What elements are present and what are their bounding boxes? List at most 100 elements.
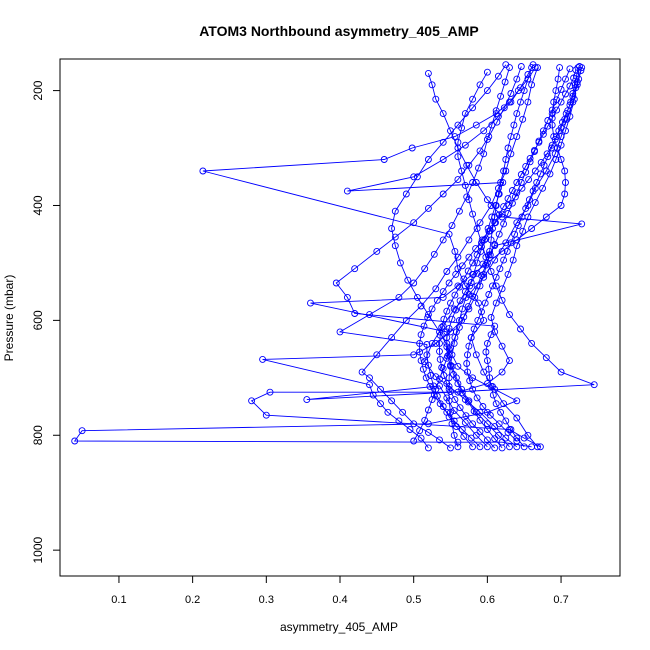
data-point (410, 173, 418, 181)
data-point (500, 220, 508, 228)
series-line (466, 70, 582, 442)
data-point (454, 253, 462, 261)
data-point (526, 158, 534, 166)
data-point (482, 348, 490, 356)
data-point (575, 75, 583, 83)
data-point (399, 408, 407, 416)
data-point (199, 167, 207, 175)
data-point (569, 92, 577, 100)
data-point (517, 98, 524, 106)
data-point (576, 63, 583, 70)
data-point (424, 156, 432, 163)
data-point (559, 118, 566, 126)
data-point (480, 127, 488, 135)
data-point (464, 398, 472, 406)
data-point (448, 222, 456, 230)
data-point (489, 391, 497, 399)
data-point (416, 339, 424, 347)
data-point (259, 355, 267, 363)
data-point (248, 397, 256, 405)
data-point (571, 81, 579, 89)
data-point (486, 411, 494, 419)
data-point (410, 279, 418, 287)
data-point (467, 279, 475, 286)
data-point (518, 213, 526, 221)
y-tick-label: 400 (31, 195, 45, 215)
data-point (491, 241, 499, 248)
data-point (508, 199, 516, 207)
data-point (469, 104, 477, 112)
data-point (436, 347, 443, 355)
data-point (410, 351, 418, 359)
data-point (542, 354, 550, 362)
x-tick-label: 0.5 (406, 594, 421, 606)
data-point (369, 391, 377, 399)
data-point (495, 211, 503, 219)
data-point (528, 225, 536, 232)
data-point (528, 81, 536, 89)
data-point (483, 443, 491, 451)
data-point (500, 203, 508, 211)
data-point (460, 275, 468, 283)
data-point (439, 138, 447, 146)
data-point (443, 408, 451, 416)
data-point (578, 220, 586, 228)
data-point (432, 373, 440, 381)
data-point (491, 444, 499, 452)
data-point (458, 305, 466, 313)
y-tick-label: 600 (31, 310, 45, 330)
data-point (478, 308, 485, 316)
data-point (451, 334, 459, 342)
data-point (443, 343, 451, 351)
data-point (485, 133, 493, 141)
data-point (424, 204, 432, 212)
data-point (495, 190, 503, 198)
data-point (487, 382, 495, 390)
data-point (487, 202, 495, 209)
data-point (455, 323, 463, 331)
x-tick-label: 0.6 (480, 594, 495, 606)
data-point (452, 306, 460, 314)
data-point (454, 176, 462, 184)
data-point (533, 179, 541, 186)
data-point (395, 293, 403, 301)
data-point (469, 179, 477, 186)
data-point (443, 334, 451, 342)
data-point (458, 124, 466, 132)
data-point (504, 144, 512, 152)
data-point (472, 351, 480, 359)
data-point (458, 389, 466, 397)
data-point (519, 227, 527, 235)
data-point (424, 428, 432, 436)
data-point (439, 110, 447, 118)
data-point (464, 351, 471, 359)
data-point (461, 181, 469, 189)
data-point (483, 436, 491, 444)
data-point (384, 408, 392, 416)
data-point (451, 133, 459, 141)
data-point (486, 251, 494, 259)
data-point (476, 147, 484, 155)
data-point (543, 150, 551, 158)
series-line (361, 67, 538, 449)
data-point (506, 64, 513, 72)
data-point (497, 92, 505, 100)
data-point (487, 268, 495, 275)
x-tick-label: 0.1 (111, 594, 126, 606)
data-point (469, 420, 477, 428)
y-tick-label: 800 (31, 425, 45, 445)
data-point (492, 400, 500, 408)
data-point (469, 292, 477, 300)
data-point (517, 63, 525, 70)
data-point (513, 75, 521, 83)
data-point (462, 412, 470, 420)
data-point (428, 396, 436, 404)
data-point (465, 342, 473, 350)
data-point (470, 407, 478, 415)
data-point (494, 72, 502, 80)
y-axis: 200 400 600 800 1000 (31, 80, 60, 564)
data-point (430, 250, 438, 258)
data-point (553, 96, 561, 104)
data-point (531, 199, 539, 207)
data-point (507, 133, 515, 141)
